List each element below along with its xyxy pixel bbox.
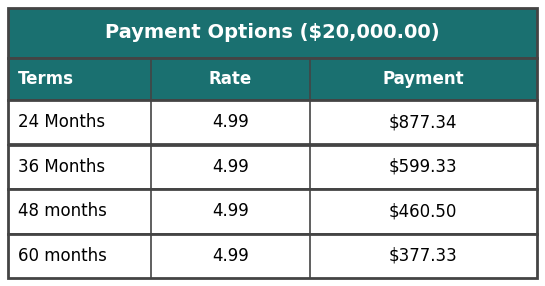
Bar	[8, 189, 537, 233]
Text: Payment: Payment	[383, 70, 464, 88]
Bar	[8, 58, 537, 100]
Text: Terms: Terms	[18, 70, 74, 88]
Text: 48 months: 48 months	[18, 202, 107, 220]
Text: $377.33: $377.33	[389, 247, 458, 265]
Bar	[8, 144, 537, 189]
Text: $877.34: $877.34	[389, 113, 457, 131]
Bar	[8, 100, 537, 144]
Text: 4.99: 4.99	[212, 158, 249, 176]
Text: Payment Options ($20,000.00): Payment Options ($20,000.00)	[105, 23, 440, 43]
Text: $599.33: $599.33	[389, 158, 458, 176]
Text: 4.99: 4.99	[212, 202, 249, 220]
Text: Rate: Rate	[209, 70, 252, 88]
Text: 36 Months: 36 Months	[18, 158, 105, 176]
Bar	[8, 233, 537, 278]
Bar	[8, 8, 537, 58]
Text: 60 months: 60 months	[18, 247, 107, 265]
Text: $460.50: $460.50	[389, 202, 457, 220]
Text: 4.99: 4.99	[212, 113, 249, 131]
Text: 24 Months: 24 Months	[18, 113, 105, 131]
Text: 4.99: 4.99	[212, 247, 249, 265]
